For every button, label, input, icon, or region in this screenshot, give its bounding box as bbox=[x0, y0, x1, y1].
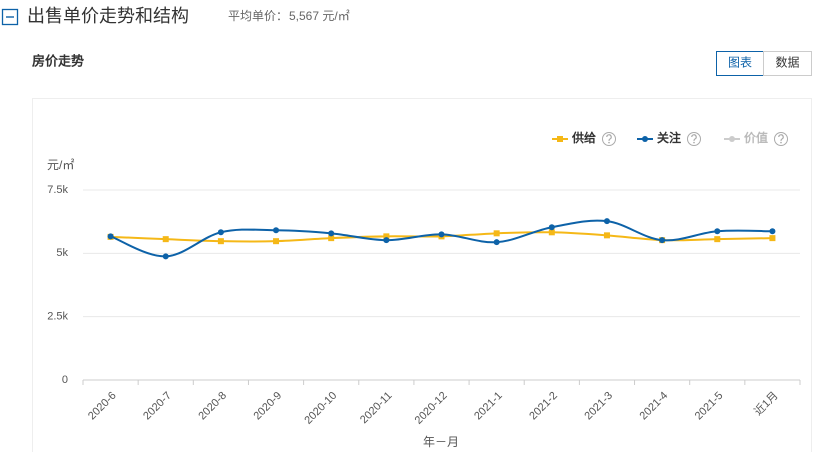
point bbox=[438, 231, 445, 238]
point bbox=[714, 236, 721, 243]
y-tick-label: 5k bbox=[56, 247, 68, 259]
y-tick-label: 0 bbox=[62, 374, 68, 386]
help-icon-glyph bbox=[778, 134, 784, 141]
point bbox=[714, 228, 721, 235]
point bbox=[162, 236, 169, 243]
point bbox=[659, 237, 666, 244]
legend-label[interactable]: 价值 bbox=[744, 130, 768, 145]
x-axis-label: 年－月 bbox=[423, 435, 459, 449]
tab-label[interactable]: 数据 bbox=[775, 55, 799, 70]
point bbox=[603, 232, 610, 239]
point bbox=[107, 233, 114, 240]
help-icon-glyph bbox=[606, 134, 612, 141]
point bbox=[769, 235, 776, 242]
legend-label[interactable]: 供给 bbox=[571, 130, 596, 145]
help-icon bbox=[687, 132, 701, 146]
point bbox=[769, 228, 776, 235]
tab-label[interactable]: 图表 bbox=[728, 56, 752, 70]
point bbox=[383, 237, 390, 244]
y-unit: 元/㎡ bbox=[47, 158, 74, 172]
collapse-icon[interactable] bbox=[1, 8, 19, 26]
point bbox=[273, 227, 280, 234]
help-icon-dot bbox=[693, 141, 695, 144]
help-icon bbox=[602, 132, 616, 146]
point bbox=[548, 229, 555, 236]
help-icon-glyph bbox=[691, 134, 697, 141]
point bbox=[383, 233, 390, 240]
point bbox=[162, 253, 169, 260]
chart-panel bbox=[32, 98, 812, 452]
legend-marker bbox=[557, 136, 563, 142]
section-title: 房价走势 bbox=[32, 53, 84, 68]
point bbox=[217, 229, 224, 236]
avg-label: 平均单价： bbox=[228, 9, 288, 23]
tab-data[interactable] bbox=[763, 51, 812, 76]
help-icon bbox=[774, 132, 788, 146]
point bbox=[328, 235, 335, 242]
avg-value: 5,567 元/㎡ bbox=[289, 9, 350, 23]
y-tick-label: 2.5k bbox=[47, 311, 68, 323]
point bbox=[217, 238, 224, 245]
tab-chart[interactable] bbox=[716, 51, 764, 76]
legend-label[interactable]: 关注 bbox=[657, 130, 681, 145]
legend-marker bbox=[642, 136, 648, 142]
point bbox=[328, 230, 335, 237]
point bbox=[273, 238, 280, 245]
point bbox=[603, 218, 610, 225]
point bbox=[493, 239, 500, 246]
legend-marker bbox=[729, 136, 735, 142]
point bbox=[493, 230, 500, 237]
point bbox=[548, 224, 555, 231]
y-tick-label: 7.5k bbox=[47, 184, 68, 196]
help-icon-dot bbox=[780, 141, 782, 144]
help-icon-dot bbox=[608, 141, 610, 144]
header-title: 出售单价走势和结构 bbox=[27, 6, 189, 26]
